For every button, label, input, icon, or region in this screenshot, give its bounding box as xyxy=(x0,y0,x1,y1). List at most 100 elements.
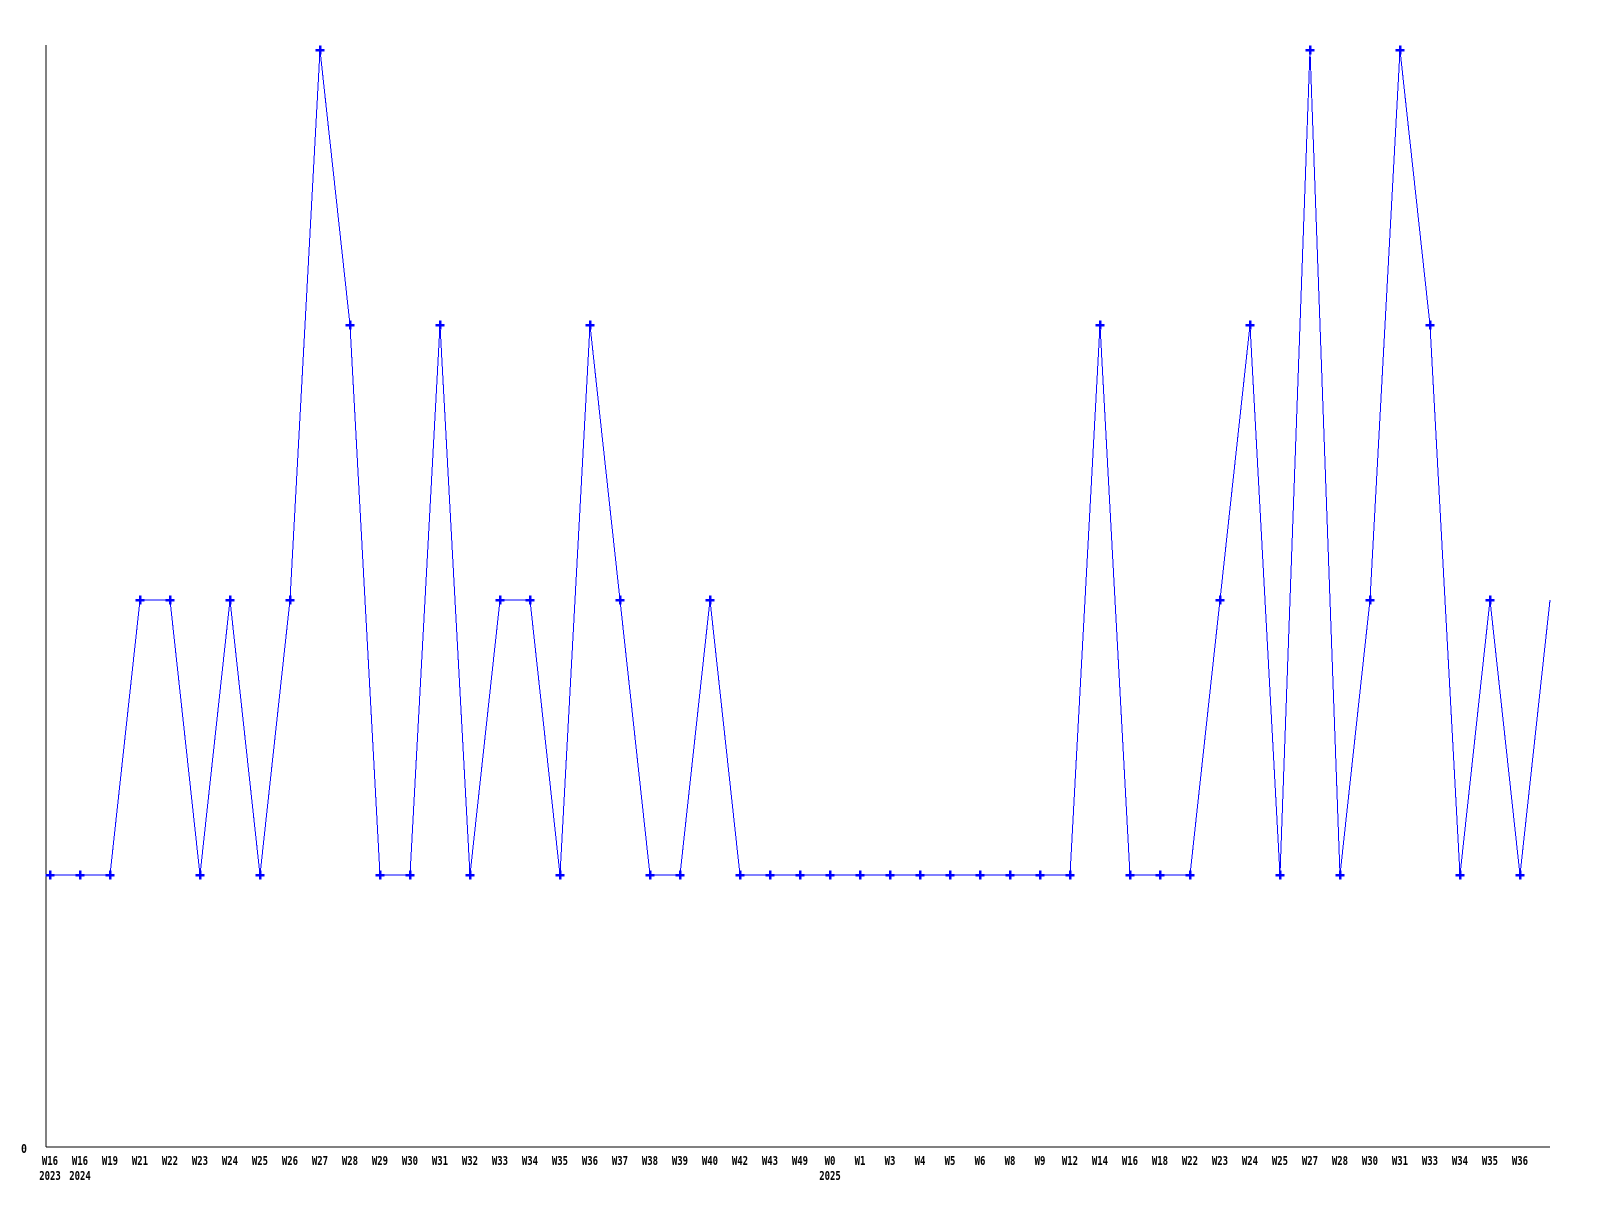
x-tick-label: W40 xyxy=(702,1154,718,1168)
data-point-marker xyxy=(645,870,655,880)
x-tick-label: W34 xyxy=(1452,1154,1468,1168)
data-point-marker xyxy=(1395,45,1405,55)
data-point-marker xyxy=(705,595,715,605)
data-point-marker xyxy=(885,870,895,880)
x-tick-label: W26 xyxy=(282,1154,298,1168)
x-tick-label: W43 xyxy=(762,1154,778,1168)
x-tick-label: W28 xyxy=(342,1154,358,1168)
data-point-marker xyxy=(345,320,355,330)
x-tick-label: W38 xyxy=(642,1154,658,1168)
x-tick-label: W49 xyxy=(792,1154,808,1168)
data-point-marker xyxy=(1245,320,1255,330)
x-tick-label: W30 xyxy=(1362,1154,1378,1168)
x-tick-label: W9 xyxy=(1035,1154,1046,1168)
x-tick-label: W21 xyxy=(132,1154,148,1168)
x-tick-label: W25 xyxy=(252,1154,268,1168)
data-point-marker xyxy=(1425,320,1435,330)
data-point-marker xyxy=(525,595,535,605)
data-point-marker xyxy=(855,870,865,880)
data-point-marker xyxy=(945,870,955,880)
x-tick-label: W8 xyxy=(1005,1154,1016,1168)
x-tick-label: W24 xyxy=(1242,1154,1258,1168)
x-tick-label: W22 xyxy=(162,1154,178,1168)
data-point-marker xyxy=(585,320,595,330)
data-point-marker xyxy=(405,870,415,880)
data-point-marker xyxy=(1185,870,1195,880)
x-tick-label: W36 xyxy=(582,1154,598,1168)
data-point-marker xyxy=(1365,595,1375,605)
x-tick-label: W5 xyxy=(945,1154,956,1168)
x-tick-label: W33 xyxy=(1422,1154,1438,1168)
x-tick-label: W31 xyxy=(432,1154,448,1168)
data-point-marker xyxy=(1485,595,1495,605)
x-tick-label: W1 xyxy=(855,1154,866,1168)
data-point-marker xyxy=(165,595,175,605)
data-point-marker xyxy=(615,595,625,605)
data-point-marker xyxy=(555,870,565,880)
data-point-marker xyxy=(1035,870,1045,880)
data-point-marker xyxy=(285,595,295,605)
data-point-marker xyxy=(1335,870,1345,880)
x-tick-label: W16 xyxy=(72,1154,88,1168)
x-tick-label: W31 xyxy=(1392,1154,1408,1168)
x-tick-label: W14 xyxy=(1092,1154,1108,1168)
x-tick-label: W19 xyxy=(102,1154,118,1168)
x-tick-label: W16 xyxy=(42,1154,58,1168)
data-line xyxy=(50,49,1551,876)
x-tick-label: W4 xyxy=(915,1154,926,1168)
x-tick-label: W27 xyxy=(312,1154,328,1168)
data-point-marker xyxy=(915,870,925,880)
data-point-marker xyxy=(1215,595,1225,605)
data-point-marker xyxy=(135,595,145,605)
x-tick-label: W34 xyxy=(522,1154,538,1168)
x-tick-label: W37 xyxy=(612,1154,628,1168)
x-tick-label: W39 xyxy=(672,1154,688,1168)
data-point-marker xyxy=(1275,870,1285,880)
x-tick-label: W23 xyxy=(192,1154,208,1168)
data-point-marker xyxy=(45,870,55,880)
x-tick-label: W28 xyxy=(1332,1154,1348,1168)
data-point-marker xyxy=(1065,870,1075,880)
x-tick-label: W42 xyxy=(732,1154,748,1168)
data-point-marker xyxy=(795,870,805,880)
year-label: 2023 xyxy=(39,1169,61,1183)
data-point-marker xyxy=(975,870,985,880)
x-tick-label: W29 xyxy=(372,1154,388,1168)
data-point-marker xyxy=(105,870,115,880)
data-point-marker xyxy=(1515,870,1525,880)
data-point-marker xyxy=(315,45,325,55)
year-label: 2025 xyxy=(819,1169,841,1183)
year-label: 2024 xyxy=(69,1169,91,1183)
data-point-marker xyxy=(465,870,475,880)
x-tick-label: W25 xyxy=(1272,1154,1288,1168)
data-point-marker xyxy=(765,870,775,880)
x-tick-label: W35 xyxy=(552,1154,568,1168)
data-point-marker xyxy=(1095,320,1105,330)
y-zero-label: 0 xyxy=(21,1142,27,1156)
data-point-marker xyxy=(825,870,835,880)
x-tick-label: W3 xyxy=(885,1154,896,1168)
x-tick-label: W6 xyxy=(975,1154,986,1168)
data-point-marker xyxy=(75,870,85,880)
data-point-marker xyxy=(225,595,235,605)
data-point-marker xyxy=(675,870,685,880)
x-tick-label: W27 xyxy=(1302,1154,1318,1168)
x-tick-label: W23 xyxy=(1212,1154,1228,1168)
data-point-marker xyxy=(255,870,265,880)
x-tick-label: W24 xyxy=(222,1154,238,1168)
x-tick-label: W33 xyxy=(492,1154,508,1168)
data-point-marker xyxy=(195,870,205,880)
x-tick-label: W0 xyxy=(825,1154,836,1168)
data-point-marker xyxy=(1455,870,1465,880)
x-tick-label: W12 xyxy=(1062,1154,1078,1168)
data-point-marker xyxy=(1005,870,1015,880)
x-tick-label: W36 xyxy=(1512,1154,1528,1168)
x-tick-label: W30 xyxy=(402,1154,418,1168)
data-point-marker xyxy=(1305,45,1315,55)
data-point-marker xyxy=(375,870,385,880)
x-tick-label: W22 xyxy=(1182,1154,1198,1168)
x-tick-label: W32 xyxy=(462,1154,478,1168)
x-tick-label: W18 xyxy=(1152,1154,1168,1168)
